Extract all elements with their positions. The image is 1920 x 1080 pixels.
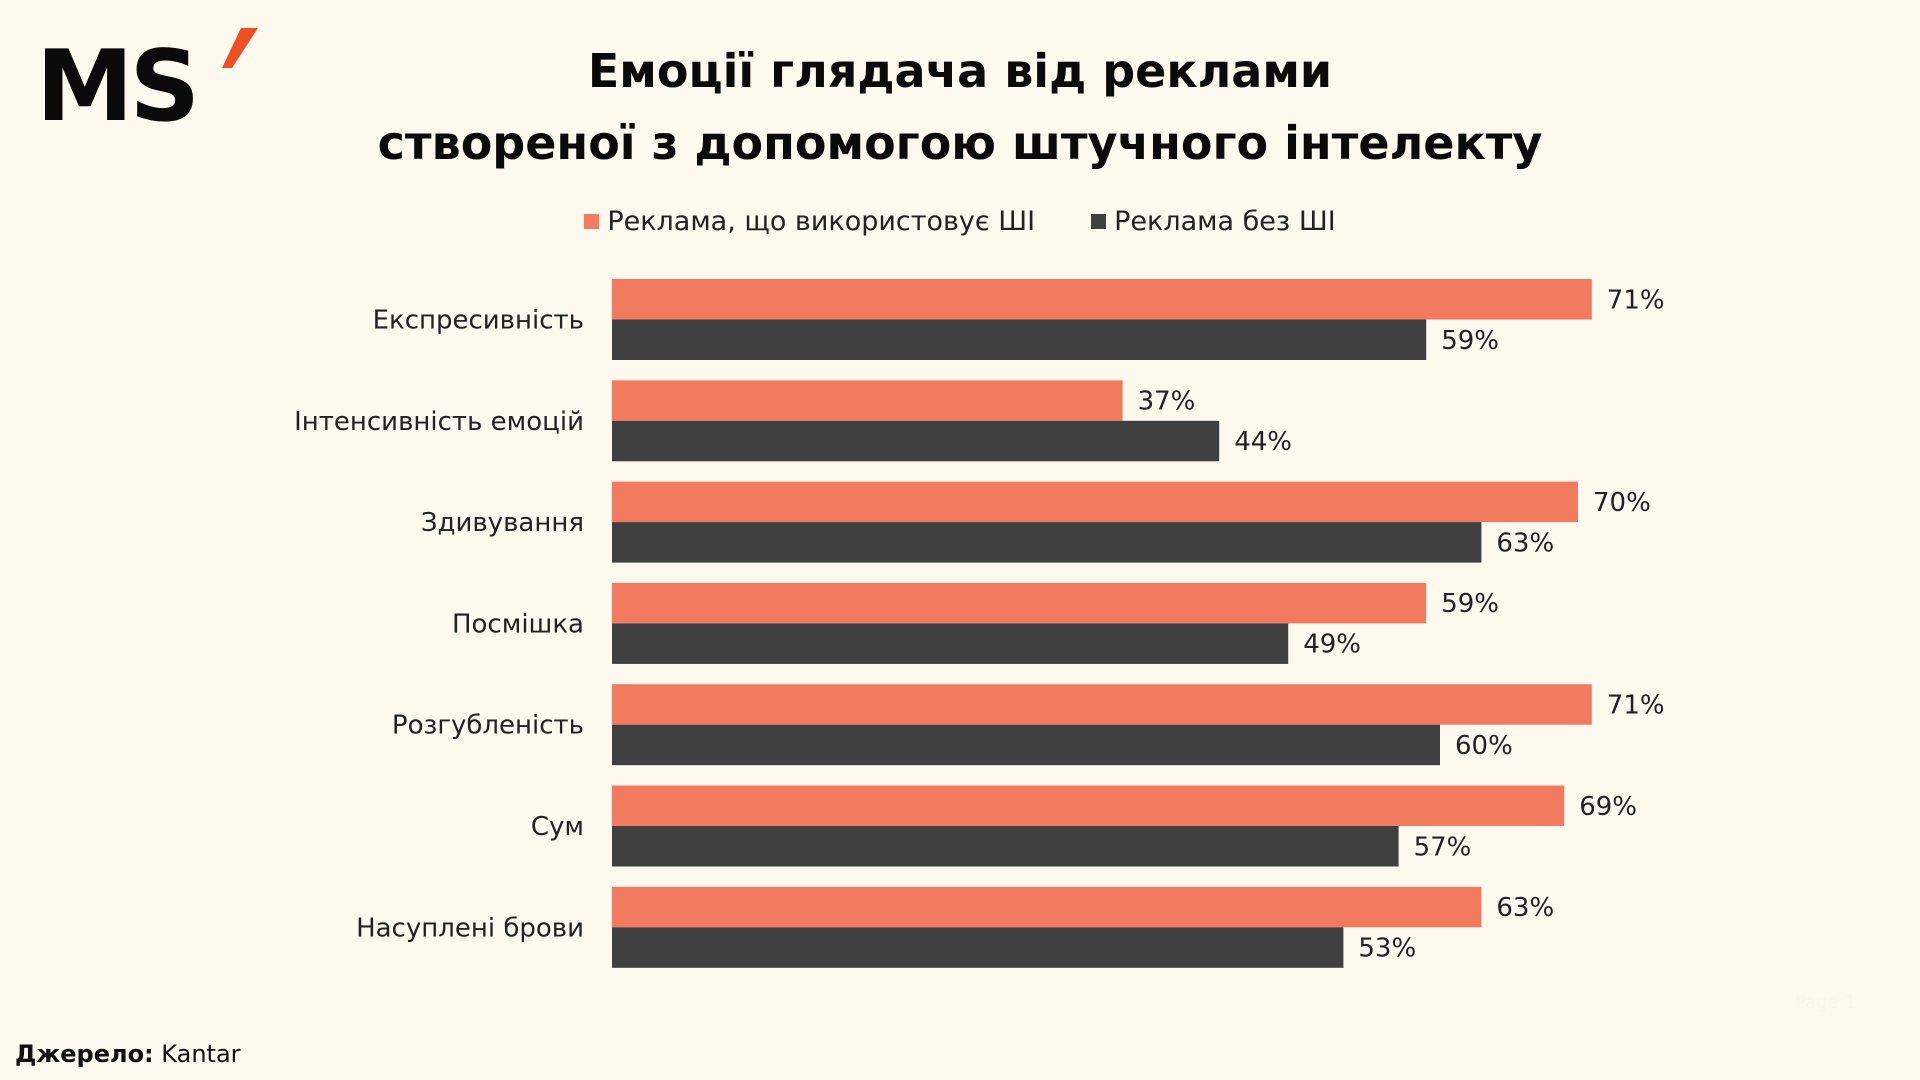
bar-no-ai: [612, 724, 1440, 766]
page-label: Page 1: [1795, 992, 1856, 1013]
bar-no-ai: [612, 826, 1399, 867]
bar-ai: [612, 582, 1427, 624]
data-label: 59%: [1441, 326, 1499, 356]
data-label: 70%: [1593, 488, 1651, 518]
category-label: Експресивність: [373, 306, 584, 336]
chart-title-line-1: Емоції глядача від реклами: [587, 44, 1333, 98]
bar-ai: [612, 684, 1592, 725]
bar-ai: [612, 481, 1578, 523]
legend-item-no-ai: Реклама без ШІ: [1091, 206, 1336, 237]
category-label: Здивування: [421, 508, 584, 538]
logo-text: MS: [36, 30, 196, 124]
source-value: Kantar: [161, 1040, 241, 1068]
data-label: 37%: [1138, 387, 1196, 417]
data-label: 63%: [1496, 893, 1554, 923]
bar-ai: [612, 279, 1592, 320]
chart-title-line-2: створеної з допомогою штучного інтелекту: [377, 116, 1543, 170]
source-note: Джерело: Kantar: [15, 1040, 241, 1068]
data-label: 71%: [1607, 285, 1665, 315]
bar-no-ai: [612, 623, 1289, 664]
category-label: Насуплені брови: [356, 913, 584, 943]
legend: Реклама, що використовує ШІ Реклама без …: [0, 206, 1920, 237]
bar-ai: [612, 886, 1482, 928]
legend-label-no-ai: Реклама без ШІ: [1114, 206, 1336, 237]
data-label: 71%: [1607, 690, 1665, 720]
legend-label-ai: Реклама, що використовує ШІ: [607, 206, 1036, 237]
bar-no-ai: [612, 927, 1344, 968]
bar-no-ai: [612, 522, 1482, 563]
data-label: 44%: [1234, 427, 1292, 457]
legend-swatch-no-ai: [1091, 214, 1107, 229]
category-label: Сум: [531, 812, 584, 842]
bar-no-ai: [612, 420, 1220, 462]
data-label: 57%: [1414, 832, 1472, 862]
data-label: 49%: [1303, 630, 1361, 660]
bar-no-ai: [612, 319, 1427, 360]
bar-ai: [612, 380, 1123, 421]
data-label: 63%: [1496, 528, 1554, 558]
category-label: Інтенсивність емоцій: [294, 407, 584, 437]
ms-logo: MS: [36, 28, 258, 124]
source-label: Джерело:: [15, 1040, 154, 1068]
data-label: 60%: [1455, 731, 1513, 761]
logo-accent: [222, 28, 258, 68]
data-label: 59%: [1441, 589, 1499, 619]
bar-ai: [612, 785, 1565, 826]
category-label: Посмішка: [452, 609, 584, 639]
legend-item-ai: Реклама, що використовує ШІ: [584, 206, 1035, 237]
data-label: 53%: [1358, 934, 1416, 964]
data-label: 69%: [1579, 792, 1637, 822]
category-label: Розгубленість: [392, 711, 584, 741]
legend-swatch-ai: [584, 214, 600, 229]
